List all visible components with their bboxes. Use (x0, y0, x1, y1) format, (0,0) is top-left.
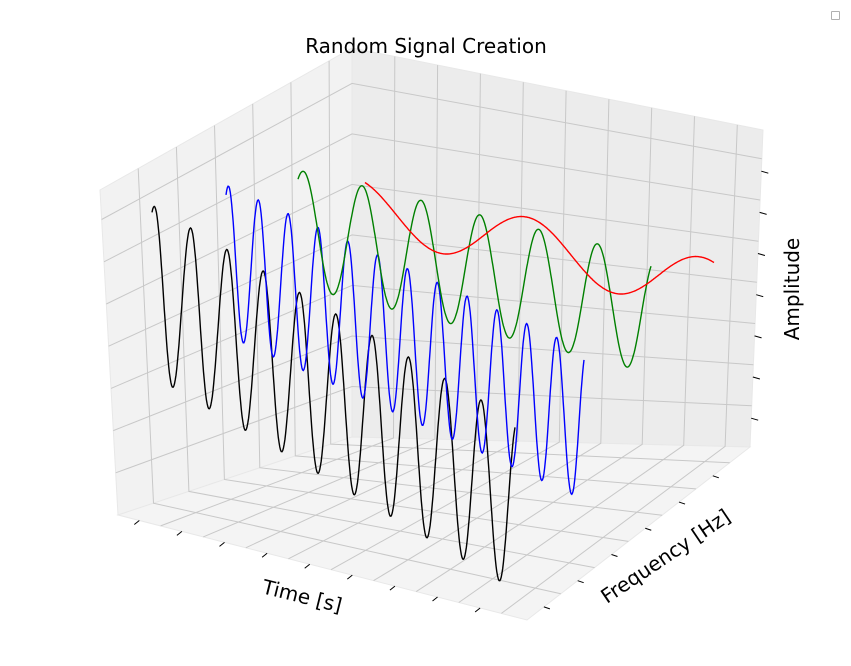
signal-line-1 (225, 185, 585, 496)
x-tick (389, 585, 396, 591)
z-axis-label: Amplitude (780, 238, 804, 341)
grid-line-z (108, 234, 757, 347)
grid-line-x (245, 73, 481, 549)
grid-line-z (106, 183, 759, 305)
grid-line-z (103, 133, 761, 263)
y-tick (543, 606, 551, 610)
left-pane (99, 47, 353, 516)
x-tick (474, 607, 481, 613)
x-tick (261, 552, 268, 558)
z-tick (752, 376, 761, 380)
signal-lines (151, 170, 715, 582)
z-tick (756, 294, 764, 298)
y-tick (577, 580, 584, 584)
x-tick (347, 574, 353, 580)
grid-line-x (415, 107, 653, 593)
z-tick (761, 170, 769, 174)
chart-title: Random Signal Creation (305, 34, 547, 58)
grid-line-y (328, 60, 730, 464)
y-tick (645, 527, 652, 531)
grid-line-z (110, 284, 756, 389)
signal-line-2 (297, 170, 652, 368)
x-tick (176, 531, 183, 536)
x-tick (304, 563, 311, 569)
grid-line-y (137, 168, 561, 595)
grid-line-x (330, 90, 567, 571)
grid-line-y (290, 82, 696, 490)
y-tick (611, 553, 618, 557)
axes-grid (101, 56, 762, 614)
z-tick (754, 335, 762, 339)
grid-line-x (288, 82, 524, 560)
z-tick (757, 253, 766, 256)
x-axis-label: Time [s] (259, 574, 345, 617)
grid-line-z (113, 335, 754, 432)
signal-line-0 (151, 205, 516, 582)
grid-line-x (203, 65, 439, 538)
axes-ticks (133, 170, 769, 613)
y-tick (712, 475, 719, 479)
grid-line-z (101, 82, 762, 220)
grid-line-x (160, 56, 396, 527)
grid-line-x (458, 116, 695, 603)
axes-panes (99, 47, 764, 621)
y-tick (678, 501, 686, 505)
z-tick (751, 417, 759, 421)
signal-line-3 (364, 181, 715, 295)
grid-line-y (252, 103, 663, 516)
grid-line-x (501, 124, 738, 614)
grid-line-y (214, 125, 629, 542)
grid-line-x (373, 99, 610, 582)
x-tick (219, 541, 225, 547)
z-tick (759, 211, 767, 215)
x-tick (432, 596, 438, 602)
grid-line-z (115, 385, 752, 474)
legend-box (831, 11, 840, 20)
x-tick (133, 520, 140, 525)
